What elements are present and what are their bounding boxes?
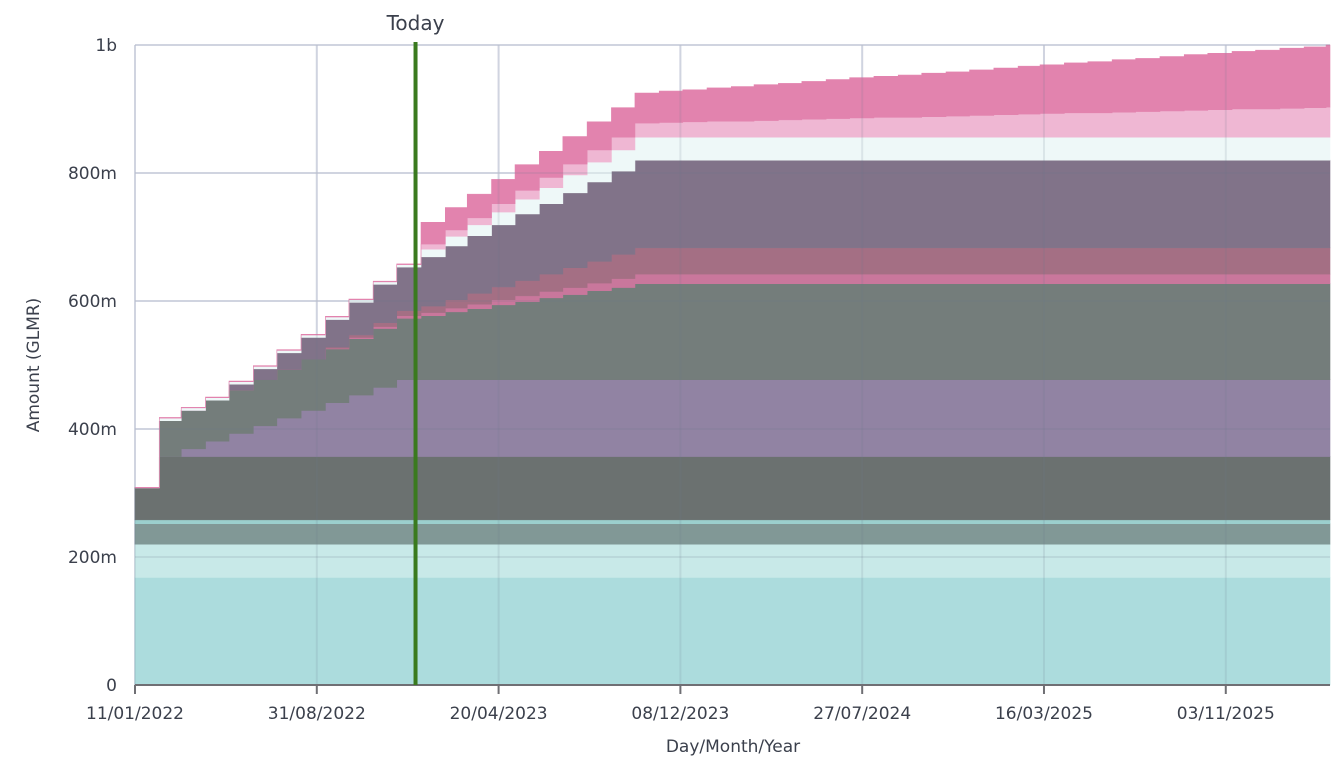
y-axis-title: Amount (GLMR) (24, 298, 44, 433)
x-axis-title: Day/Month/Year (666, 737, 800, 757)
area-series-13 (134, 44, 1331, 489)
x-tick-label: 16/03/2025 (995, 704, 1093, 724)
y-tick-label: 0 (106, 676, 117, 696)
area-series-1 (134, 577, 1331, 686)
x-tick-label: 20/04/2023 (450, 704, 548, 724)
x-tick-label: 27/07/2024 (813, 704, 911, 724)
x-tick-label: 31/08/2022 (268, 704, 366, 724)
grid-overlay (134, 44, 1330, 685)
area-series-2 (134, 543, 1331, 578)
y-tick-label: 400m (68, 420, 117, 440)
y-tick-label: 1b (95, 36, 117, 56)
y-tick-label: 800m (68, 164, 117, 184)
y-tick-label: 200m (68, 548, 117, 568)
axes: 0 200m 400m 600m 800m 1b 11/01/2022 31/08/2022 2… (68, 36, 1330, 724)
x-tick-label: 03/11/2025 (1177, 704, 1275, 724)
x-tick-label: 08/12/2023 (631, 704, 729, 724)
area-series-5 (134, 456, 1331, 521)
area-series-3 (134, 523, 1331, 545)
x-tick-label: 11/01/2022 (86, 704, 184, 724)
stacked-areas (134, 44, 1331, 686)
y-tick-label: 600m (68, 292, 117, 312)
area-series-4 (134, 519, 1331, 525)
today-label: Today (386, 11, 445, 35)
